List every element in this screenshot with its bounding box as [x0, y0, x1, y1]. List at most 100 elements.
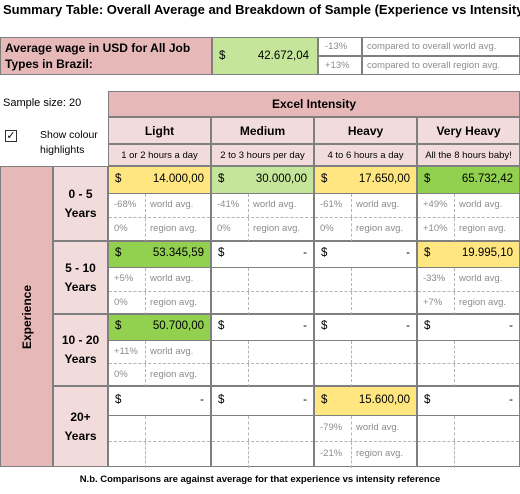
column-header-3: Very Heavy: [417, 117, 520, 144]
cell-r1-c2: $ -: [314, 241, 417, 315]
currency-symbol: $: [218, 247, 225, 259]
wage-value: -: [303, 247, 307, 259]
region-comparison: 0% region avg.: [109, 364, 210, 387]
cell-r0-c2: $17.650,00 -61% world avg. 0% region avg.: [314, 166, 417, 242]
currency-symbol: $: [321, 247, 328, 259]
world-pct: -79%: [320, 422, 343, 433]
currency-symbol: $: [424, 393, 431, 406]
region-comparison: -21% region avg.: [315, 442, 416, 468]
world-comparison: [212, 416, 313, 442]
divider: [351, 364, 352, 387]
region-comparison: 0% region avg.: [212, 218, 313, 242]
experience-row-label-0: 0 - 5 Years: [53, 166, 108, 241]
value-box: $50.700,00: [109, 315, 210, 341]
region-comparison: 0% region avg.: [109, 218, 210, 242]
value-box: $ -: [212, 387, 313, 416]
currency-symbol: $: [219, 50, 226, 62]
divider: [145, 442, 146, 468]
value-box: $ -: [315, 242, 416, 268]
world-comparison: [212, 268, 313, 292]
divider: [248, 341, 249, 363]
region-pct: +7%: [423, 296, 443, 308]
column-header-0: Light: [108, 117, 211, 144]
region-comparison: [315, 292, 416, 315]
intensity-group-header: Excel Intensity: [108, 91, 520, 117]
region-avg-label: region avg.: [150, 223, 198, 234]
cell-r2-c2: $ -: [314, 314, 417, 387]
column-subheader-0: 1 or 2 hours a day: [108, 144, 211, 166]
divider: [248, 442, 249, 468]
cell-r3-c3: $ -: [417, 386, 520, 468]
experience-row-label-2: 10 - 20 Years: [53, 314, 108, 386]
value-box: $19.995,10: [418, 242, 519, 268]
world-comparison: -68% world avg.: [109, 194, 210, 218]
wage-value: -: [303, 320, 307, 332]
value-box: $15.600,00: [315, 387, 416, 416]
region-pct: 0%: [114, 223, 128, 234]
summary-region-pct: +13%: [318, 56, 362, 75]
world-avg-label: world avg.: [150, 199, 194, 210]
summary-world-pct-text: -13%: [325, 41, 348, 52]
summary-label-line1: Average wage in USD for All Job: [5, 41, 191, 55]
wage-value: 14.000,00: [152, 172, 204, 185]
wage-value: -: [509, 393, 513, 406]
divider: [351, 416, 352, 441]
divider: [248, 268, 249, 291]
region-avg-label: region avg.: [356, 448, 404, 459]
divider: [145, 364, 146, 387]
divider: [145, 218, 146, 242]
footnote: N.b. Comparisons are against average for…: [79, 474, 441, 485]
region-comparison: +7% region avg.: [418, 292, 519, 315]
world-avg-label: world avg.: [356, 422, 400, 433]
divider: [145, 341, 146, 363]
currency-symbol: $: [115, 393, 122, 406]
wage-value: -: [406, 247, 410, 259]
column-header-1: Medium: [211, 117, 314, 144]
value-box: $53.345,59: [109, 242, 210, 268]
divider: [248, 194, 249, 217]
divider: [454, 292, 455, 315]
checkbox[interactable]: ✓: [5, 130, 17, 142]
world-avg-label: world avg.: [459, 273, 503, 284]
cell-r2-c1: $ -: [211, 314, 314, 387]
world-avg-label: world avg.: [253, 199, 297, 210]
region-comparison: [212, 364, 313, 387]
value-box: $ -: [212, 242, 313, 268]
column-subheader-3: All the 8 hours baby!: [417, 144, 520, 166]
divider: [454, 341, 455, 363]
summary-world-text: compared to overall world avg.: [362, 37, 520, 56]
divider: [145, 292, 146, 315]
world-comparison: +49% world avg.: [418, 194, 519, 218]
value-box: $ -: [315, 315, 416, 341]
wage-value: -: [406, 320, 410, 332]
cell-r1-c1: $ -: [211, 241, 314, 315]
cell-r0-c3: $65.732,42 +49% world avg. +10% region avg.: [417, 166, 520, 242]
world-pct: +49%: [423, 199, 448, 210]
value-box: $17.650,00: [315, 167, 416, 194]
summary-label-line2: Types in Brazil:: [5, 57, 93, 71]
currency-symbol: $: [218, 320, 225, 332]
experience-group-label: Experience: [0, 166, 53, 467]
region-pct: -21%: [320, 448, 343, 459]
cell-r2-c3: $ -: [417, 314, 520, 387]
divider: [145, 268, 146, 291]
column-subheader-2: 4 to 6 hours a day: [314, 144, 417, 166]
divider: [454, 416, 455, 441]
experience-row-label-3: 20+ Years: [53, 386, 108, 467]
wage-value: 30.000,00: [255, 172, 307, 185]
world-comparison: [315, 268, 416, 292]
region-comparison: [315, 364, 416, 387]
currency-symbol: $: [321, 172, 328, 185]
region-comparison: [212, 442, 313, 468]
colour-highlight-toggle[interactable]: ✓ Show colour highlights: [3, 126, 103, 160]
experience-row-label-line1: 10 - 20: [61, 333, 100, 347]
wage-value: 65.732,42: [461, 172, 513, 185]
wage-value: -: [303, 393, 307, 406]
wage-value: 19.995,10: [461, 247, 513, 259]
currency-symbol: $: [115, 320, 122, 332]
checkbox-label-line1: Show colour: [40, 129, 98, 141]
wage-value: -: [509, 320, 513, 332]
summary-world-pct: -13%: [318, 37, 362, 56]
checkbox-label-line2: highlights: [40, 144, 85, 156]
world-comparison: -41% world avg.: [212, 194, 313, 218]
